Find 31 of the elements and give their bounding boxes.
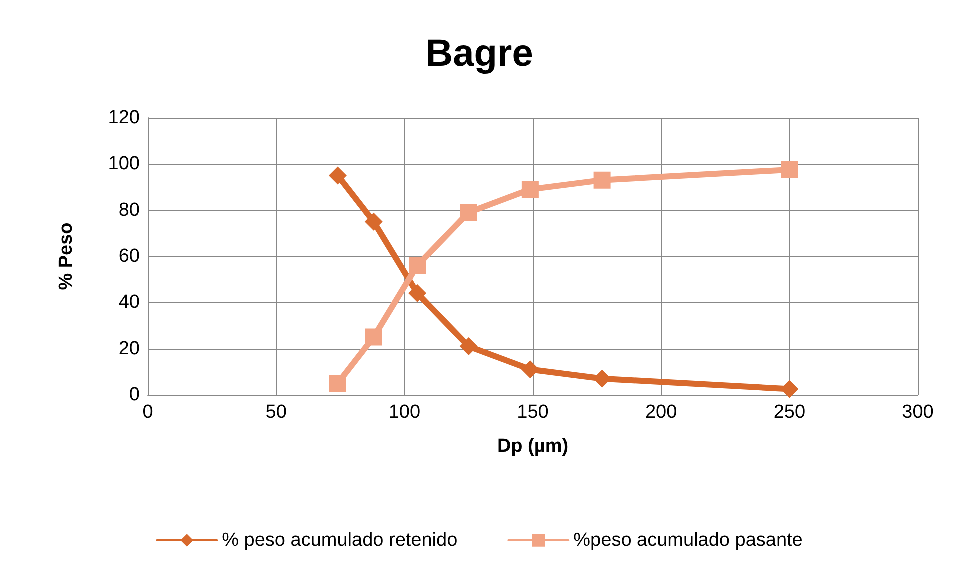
y-tick-label: 40 — [118, 292, 140, 314]
x-tick-label: 100 — [388, 402, 421, 423]
y-tick-label: 100 — [108, 154, 140, 175]
point — [594, 172, 611, 189]
point — [365, 328, 382, 346]
y-tick-label: 80 — [118, 200, 140, 221]
point — [521, 360, 540, 379]
point — [781, 161, 798, 178]
point — [328, 166, 347, 185]
y-tick-label: 60 — [118, 246, 140, 267]
x-tick-label: 200 — [645, 402, 678, 423]
y-axis-title: % Peso — [56, 222, 77, 290]
chart-title: Bagre — [426, 33, 534, 75]
point — [460, 338, 478, 356]
legend-label: %peso acumulado pasante — [574, 530, 803, 551]
x-tick-label: 150 — [517, 402, 549, 423]
x-tick-label: 0 — [142, 402, 154, 423]
x-tick-label: 50 — [266, 402, 287, 423]
legend-label: % peso acumulado retenido — [222, 530, 458, 551]
point — [408, 284, 426, 302]
point — [364, 212, 383, 231]
y-tick-label: 20 — [118, 338, 140, 360]
x-tick-label: 300 — [902, 402, 934, 423]
point — [329, 374, 346, 392]
y-tick-label: 0 — [129, 384, 140, 406]
y-tick-label: 120 — [108, 108, 140, 128]
point — [409, 257, 426, 274]
point — [460, 204, 478, 222]
x-tick-label: 250 — [774, 402, 806, 423]
point — [522, 181, 539, 198]
x-axis-title: Dp (µm) — [497, 436, 569, 457]
